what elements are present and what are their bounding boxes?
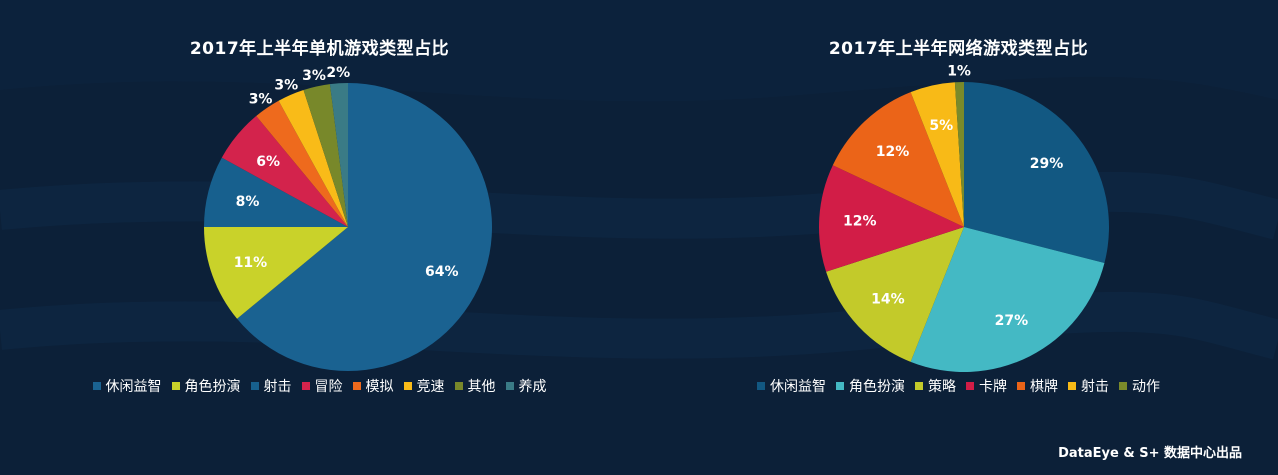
slice-label: 5% xyxy=(929,118,953,134)
chart-title: 2017年上半年单机游戏类型占比 xyxy=(189,39,450,59)
chart-legend: 休闲益智 角色扮演 射击 冒险 模拟 竞速 其他 养成 xyxy=(0,376,639,396)
pie-slice xyxy=(204,227,348,319)
legend-swatch xyxy=(757,382,765,390)
pie-slice xyxy=(910,227,1105,372)
footer-credit: DataEye & S+ 数据中心出品 xyxy=(1058,446,1242,461)
pie-slice xyxy=(954,82,964,227)
legend-swatch xyxy=(1119,382,1127,390)
slice-label: 3% xyxy=(274,77,298,93)
legend-item: 竞速 xyxy=(403,376,445,396)
slice-label: 6% xyxy=(256,154,280,170)
slice-label: 1% xyxy=(947,63,971,79)
legend-label: 卡牌 xyxy=(979,379,1007,395)
pie-slice xyxy=(237,83,492,371)
legend-label: 其他 xyxy=(467,379,496,395)
legend-item: 模拟 xyxy=(352,376,394,396)
legend-label: 棋牌 xyxy=(1030,379,1058,395)
legend-label: 休闲益智 xyxy=(105,379,162,395)
legend-item: 卡牌 xyxy=(966,376,1007,396)
legend-item: 休闲益智 xyxy=(757,376,826,396)
slice-label: 3% xyxy=(249,91,273,107)
slice-label: 64% xyxy=(425,264,459,280)
legend-label: 竞速 xyxy=(416,379,445,395)
legend-swatch xyxy=(250,382,259,390)
legend-label: 养成 xyxy=(518,379,547,395)
slice-label: 12% xyxy=(843,213,877,229)
online-game-chart-panel: 2017年上半年网络游戏类型占比 29% 27% 14% 12% 12% 5% 1% 休闲益… xyxy=(639,0,1278,475)
pie-slice xyxy=(910,82,964,227)
pie-slice xyxy=(278,90,348,228)
legend-swatch xyxy=(92,382,101,390)
pie-slice xyxy=(221,116,348,227)
legend-item: 休闲益智 xyxy=(92,376,162,396)
legend-swatch xyxy=(403,382,412,390)
legend-item: 动作 xyxy=(1119,376,1160,396)
legend-label: 策略 xyxy=(928,379,956,395)
chart-legend: 休闲益智 角色扮演 策略 卡牌 棋牌 射击 动作 xyxy=(639,376,1278,396)
slice-label: 27% xyxy=(995,313,1029,329)
pie-slice xyxy=(303,84,348,227)
legend-swatch xyxy=(301,382,310,390)
legend-swatch xyxy=(1068,382,1076,390)
legend-swatch xyxy=(454,382,463,390)
pie-chart: 64%11%8%6%3%3%3% 2% xyxy=(204,65,492,371)
legend-swatch xyxy=(966,382,974,390)
slice-label: 14% xyxy=(871,291,905,307)
single-player-chart-panel: 2017年上半年单机游戏类型占比 64% 11% 8% 6% 3% 3% 3% 2% 休闲益智… xyxy=(0,39,639,396)
legend-label: 模拟 xyxy=(365,379,394,395)
legend-label: 角色扮演 xyxy=(184,379,241,395)
legend-item: 策略 xyxy=(915,376,956,396)
legend-label: 角色扮演 xyxy=(849,379,905,395)
slice-label: 2% xyxy=(326,65,350,81)
legend-label: 冒险 xyxy=(314,379,343,395)
legend-swatch xyxy=(171,382,180,390)
legend-item: 射击 xyxy=(250,376,292,396)
legend-item: 其他 xyxy=(454,376,496,396)
legend-label: 休闲益智 xyxy=(770,379,826,395)
pie-slice xyxy=(964,82,1109,264)
pie-slice xyxy=(204,157,348,227)
legend-item: 冒险 xyxy=(301,376,343,396)
slice-label: 3% xyxy=(302,68,326,84)
legend-swatch xyxy=(836,382,844,390)
slice-label: 29% xyxy=(1030,156,1064,172)
legend-item: 养成 xyxy=(505,376,547,396)
slice-label: 11% xyxy=(234,255,268,271)
legend-swatch xyxy=(505,382,514,390)
slice-label: 12% xyxy=(876,144,910,160)
legend-item: 角色扮演 xyxy=(836,376,905,396)
pie-chart: 29% 27% 14% 12% 12% 5% 1% xyxy=(819,63,1109,372)
pie-slice xyxy=(832,92,964,228)
legend-item: 角色扮演 xyxy=(171,376,241,396)
slice-label: 8% xyxy=(236,194,260,210)
legend-swatch xyxy=(352,382,361,390)
legend-label: 动作 xyxy=(1132,379,1160,395)
legend-label: 射击 xyxy=(1081,379,1109,395)
legend-label: 射击 xyxy=(263,379,292,395)
legend-item: 射击 xyxy=(1068,376,1109,396)
legend-item: 棋牌 xyxy=(1017,376,1058,396)
pie-slice xyxy=(819,165,964,272)
pie-slice xyxy=(256,100,348,227)
chart-title: 2017年上半年网络游戏类型占比 xyxy=(828,39,1089,59)
pie-slice xyxy=(329,83,348,227)
legend-swatch xyxy=(1017,382,1025,390)
legend-swatch xyxy=(915,382,923,390)
pie-slice xyxy=(826,227,964,362)
